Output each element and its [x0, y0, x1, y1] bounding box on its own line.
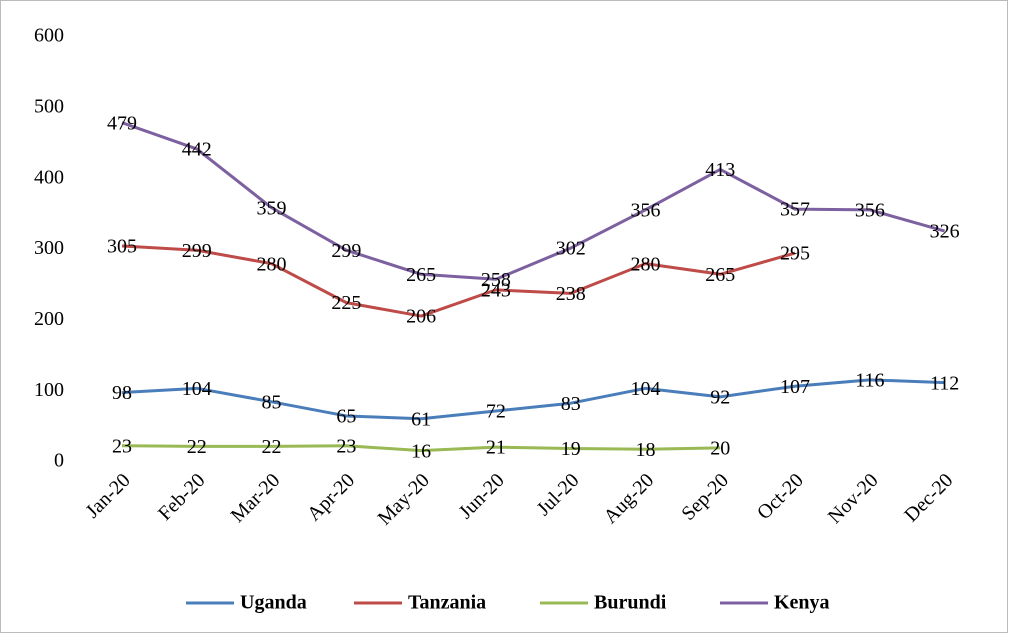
legend-label: Kenya: [774, 592, 830, 614]
data-label: 22: [187, 436, 207, 458]
legend-label: Uganda: [240, 592, 307, 614]
data-label: 265: [705, 264, 735, 286]
data-label: 104: [630, 378, 660, 400]
data-label: 21: [486, 437, 506, 459]
data-label: 326: [930, 221, 960, 243]
data-label: 83: [561, 393, 581, 415]
data-label: 359: [257, 197, 287, 219]
data-label: 265: [406, 264, 436, 286]
data-label: 299: [182, 240, 212, 262]
y-tick-label: 200: [34, 308, 64, 330]
data-label: 299: [331, 240, 361, 262]
data-label: 238: [556, 283, 586, 305]
data-label: 280: [630, 253, 660, 275]
data-label: 258: [481, 269, 511, 291]
data-label: 85: [262, 391, 282, 413]
data-label: 98: [112, 382, 132, 404]
data-label: 305: [107, 236, 137, 258]
data-label: 18: [635, 439, 655, 461]
data-label: 92: [710, 386, 730, 408]
data-label: 442: [182, 139, 212, 161]
series-line: [121, 121, 946, 281]
y-tick-label: 300: [34, 237, 64, 259]
data-label: 243: [481, 279, 511, 301]
data-label: 104: [182, 378, 212, 400]
y-tick-label: 400: [34, 166, 64, 188]
data-label: 479: [107, 112, 137, 134]
data-label: 356: [855, 199, 885, 221]
data-label: 357: [780, 199, 810, 221]
data-label: 295: [780, 243, 810, 265]
series-line: [121, 444, 721, 453]
data-label: 206: [406, 306, 436, 328]
data-label: 225: [331, 292, 361, 314]
data-label: 302: [556, 238, 586, 260]
y-tick-label: 100: [34, 379, 64, 401]
data-label: 23: [112, 435, 132, 457]
legend-label: Burundi: [594, 592, 667, 614]
data-label: 413: [705, 159, 735, 181]
y-tick-label: 600: [34, 25, 64, 47]
data-label: 16: [411, 440, 431, 462]
data-label: 20: [710, 437, 730, 459]
data-label: 61: [411, 408, 431, 430]
data-label: 280: [257, 253, 287, 275]
data-label: 72: [486, 401, 506, 423]
data-label: 116: [855, 369, 884, 391]
data-label: 356: [630, 199, 660, 221]
data-label: 65: [336, 406, 356, 428]
legend-label: Tanzania: [408, 592, 486, 614]
data-label: 112: [930, 372, 959, 394]
data-label: 107: [780, 376, 810, 398]
data-label: 22: [262, 436, 282, 458]
data-label: 19: [561, 438, 581, 460]
series-line: [121, 378, 945, 421]
y-tick-label: 0: [54, 450, 64, 472]
series-line: [121, 244, 796, 318]
data-label: 23: [336, 435, 356, 457]
y-tick-label: 500: [34, 95, 64, 117]
